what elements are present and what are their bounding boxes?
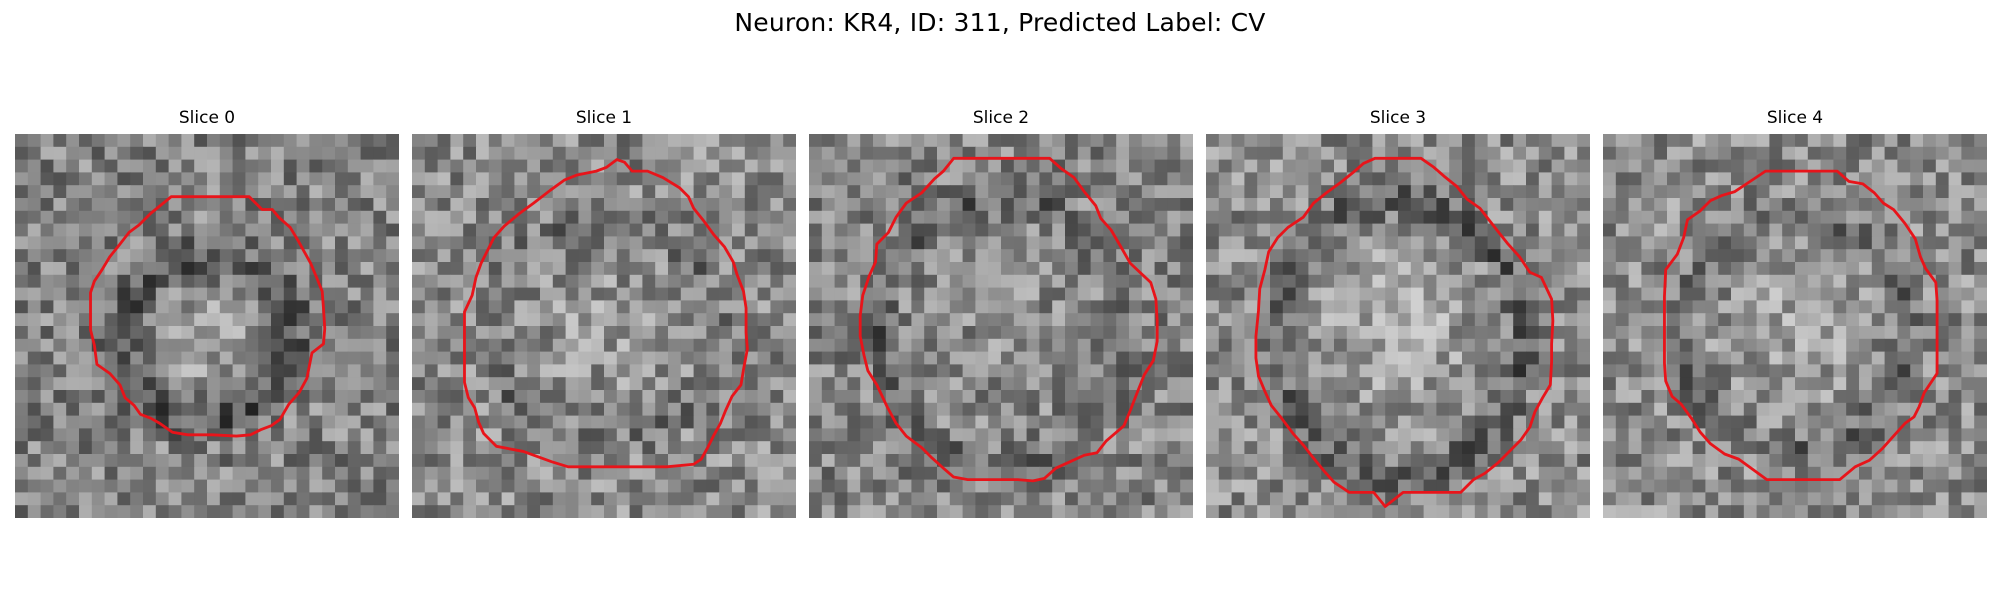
slice-image bbox=[1206, 134, 1590, 518]
slice-title: Slice 4 bbox=[1766, 108, 1824, 128]
segmentation-contour bbox=[463, 158, 749, 469]
segmentation-contour bbox=[1663, 169, 1939, 482]
segmentation-contour bbox=[89, 195, 327, 438]
slice-title: Slice 3 bbox=[1369, 108, 1427, 128]
slice-image bbox=[412, 134, 796, 518]
figure-title: Neuron: KR4, ID: 311, Predicted Label: C… bbox=[734, 8, 1266, 37]
segmentation-contour bbox=[858, 156, 1159, 483]
slice-title: Slice 0 bbox=[178, 108, 236, 128]
slice-title: Slice 1 bbox=[575, 108, 633, 128]
slice-image bbox=[809, 134, 1193, 518]
segmentation-contour bbox=[1254, 156, 1555, 508]
slice-image bbox=[1603, 134, 1987, 518]
slice-image bbox=[15, 134, 399, 518]
slice-title: Slice 2 bbox=[972, 108, 1030, 128]
